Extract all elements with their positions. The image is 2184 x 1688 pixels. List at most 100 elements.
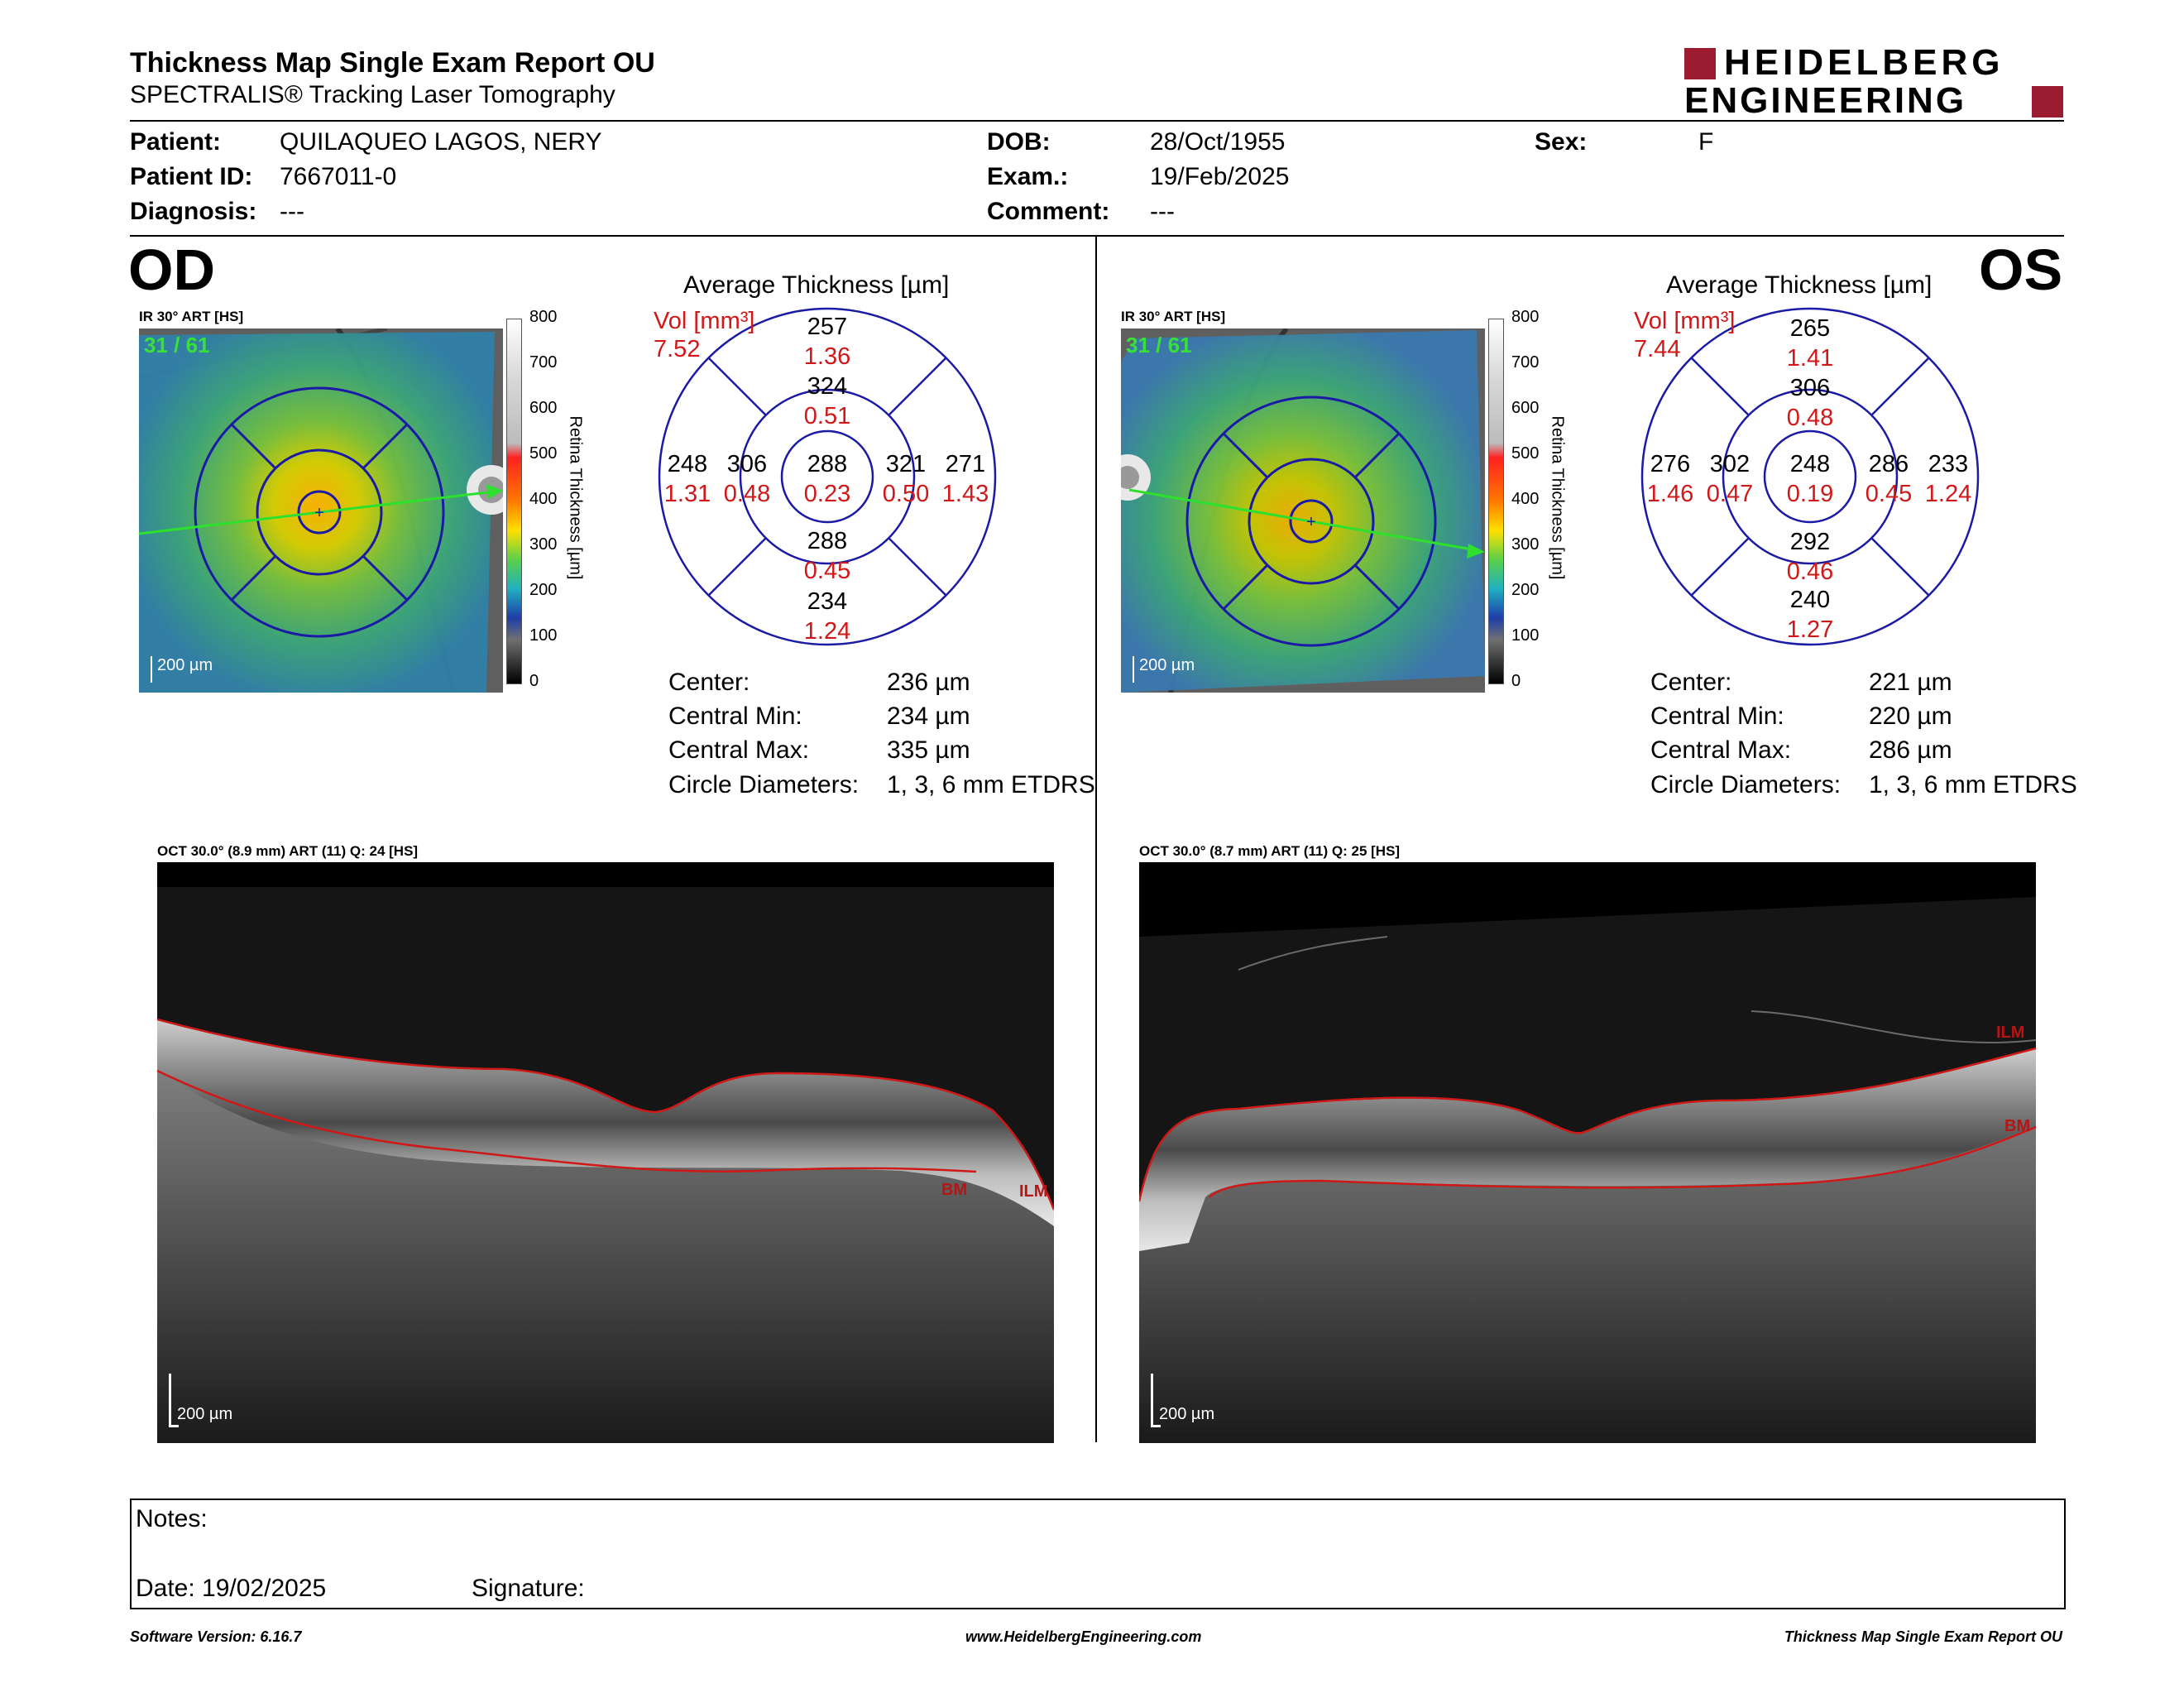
od-oct-scale-label: 200 µm xyxy=(177,1405,233,1423)
patient-id-label: Patient ID: xyxy=(130,163,253,190)
od-sector-thickness: 288 xyxy=(807,451,848,477)
os-sector-thickness: 302 xyxy=(1709,451,1751,477)
date-label: Date: 19/02/2025 xyxy=(136,1575,327,1602)
os-sector-volume: 0.46 xyxy=(1786,559,1834,585)
os-oct-scan: ILM BM 200 µm xyxy=(1139,862,2036,1443)
od-sector-inner-left: 306 0.48 xyxy=(718,449,776,509)
od-min-value: 234 µm xyxy=(887,703,970,730)
os-min-label: Central Min: xyxy=(1650,703,1784,730)
od-sector-outer-left: 248 1.31 xyxy=(659,449,716,509)
report-title: Thickness Map Single Exam Report OU xyxy=(130,47,655,79)
os-sector-thickness: 292 xyxy=(1789,529,1831,555)
od-tick: 600 xyxy=(529,399,558,417)
os-sector-outer-right: 233 1.24 xyxy=(1919,449,1977,509)
dob-label: DOB: xyxy=(987,128,1051,156)
os-oct-label: OCT 30.0° (8.7 mm) ART (11) Q: 25 [HS] xyxy=(1139,843,1401,859)
os-tick: 800 xyxy=(1511,308,1540,326)
os-center-value: 221 µm xyxy=(1869,669,1952,696)
patient-id: 7667011-0 xyxy=(280,163,397,190)
od-thickness-map: + 31 / 61 200 µm xyxy=(139,328,503,693)
exam-label: Exam.: xyxy=(987,163,1069,190)
od-avg-title: Average Thickness [µm] xyxy=(683,271,950,299)
header-divider xyxy=(130,120,2064,122)
os-sector-outer-inf: 240 1.27 xyxy=(1777,585,1843,645)
svg-text:+: + xyxy=(314,504,324,522)
od-sector-thickness: 234 xyxy=(807,588,848,615)
od-vol-label: Vol [mm³] xyxy=(654,308,755,334)
footer-report-name: Thickness Map Single Exam Report OU xyxy=(1784,1628,2062,1645)
os-sector-volume: 1.27 xyxy=(1786,616,1834,643)
od-etdrs-grid xyxy=(658,307,997,646)
od-sector-volume: 0.23 xyxy=(803,481,851,507)
od-diam-label: Circle Diameters: xyxy=(668,771,860,798)
os-sector-thickness: 240 xyxy=(1789,587,1831,613)
od-sector-outer-right: 271 1.43 xyxy=(936,449,994,509)
od-oct-scan: BM ILM 200 µm xyxy=(157,862,1054,1443)
logo-square-top xyxy=(1684,48,1716,79)
os-colorbar-ticks: 800 700 600 500 400 300 200 100 0 xyxy=(1511,308,1545,697)
os-colorbar xyxy=(1488,319,1504,684)
od-scale-label: 200 µm xyxy=(157,656,213,674)
patient-name: QUILAQUEO LAGOS, NERY xyxy=(280,128,602,156)
dob-value: 28/Oct/1955 xyxy=(1150,128,1286,156)
os-diam-label: Circle Diameters: xyxy=(1650,771,1842,798)
od-scale-bar xyxy=(151,656,152,683)
notes-box[interactable]: Notes: Date: 19/02/2025 Signature: xyxy=(130,1499,2066,1609)
od-tick: 0 xyxy=(529,672,539,690)
od-sector-thickness: 257 xyxy=(807,314,848,340)
od-sector-thickness: 248 xyxy=(667,451,708,477)
os-sector-inner-sup: 306 0.48 xyxy=(1777,373,1843,433)
od-center-label: Center: xyxy=(668,669,750,696)
logo-line-1: HEIDELBERG xyxy=(1724,42,2004,83)
od-sector-inner-right: 321 0.50 xyxy=(877,449,935,509)
os-thickness-map: + 31 / 61 200 µm xyxy=(1121,328,1485,693)
diagnosis-label: Diagnosis: xyxy=(130,198,257,225)
od-ilm-label: ILM xyxy=(1019,1182,1048,1201)
patient-divider xyxy=(130,235,2064,237)
os-max-value: 286 µm xyxy=(1869,736,1952,764)
os-oct-scale-bar xyxy=(1151,1374,1153,1427)
os-sector-volume: 1.46 xyxy=(1646,481,1694,507)
od-sector-outer-sup: 257 1.36 xyxy=(794,312,860,372)
od-vol-value: 7.52 xyxy=(654,336,701,362)
os-tick: 500 xyxy=(1511,444,1540,463)
od-sector-thickness: 306 xyxy=(726,451,768,477)
logo-square-bottom xyxy=(2032,86,2063,117)
os-oct-scale-foot xyxy=(1151,1425,1161,1427)
od-sector-volume: 0.48 xyxy=(723,481,771,507)
od-eye-label: OD xyxy=(128,237,215,302)
exam-value: 19/Feb/2025 xyxy=(1150,163,1290,190)
od-tick: 700 xyxy=(529,353,558,372)
footer-website-link[interactable]: www.HeidelbergEngineering.com xyxy=(965,1628,1202,1645)
os-sector-thickness: 286 xyxy=(1868,451,1909,477)
os-tick: 700 xyxy=(1511,353,1540,372)
os-tick: 600 xyxy=(1511,399,1540,417)
patient-label: Patient: xyxy=(130,128,222,156)
od-sector-volume: 1.36 xyxy=(803,343,851,370)
os-sector-center: 248 0.19 xyxy=(1777,449,1843,509)
os-tick: 200 xyxy=(1511,581,1540,599)
od-sector-inner-sup: 324 0.51 xyxy=(794,372,860,431)
sex-label: Sex: xyxy=(1535,128,1588,156)
os-min-value: 220 µm xyxy=(1869,703,1952,730)
od-tick: 500 xyxy=(529,444,558,463)
os-etdrs-grid xyxy=(1640,307,1980,646)
od-frame-count: 31 / 61 xyxy=(144,333,210,357)
od-tick: 300 xyxy=(529,535,558,554)
os-ilm-label: ILM xyxy=(1996,1024,2025,1042)
heidelberg-logo: HEIDELBERG ENGINEERING xyxy=(1684,42,2065,121)
os-sector-inner-inf: 292 0.46 xyxy=(1777,527,1843,587)
od-sector-volume: 1.24 xyxy=(803,618,851,645)
os-sector-thickness: 306 xyxy=(1789,375,1831,401)
od-tick: 100 xyxy=(529,626,558,645)
signature-label: Signature: xyxy=(472,1575,585,1602)
comment-value: --- xyxy=(1150,198,1175,225)
od-sector-center: 288 0.23 xyxy=(794,449,860,509)
center-divider xyxy=(1095,237,1097,1442)
od-tick: 800 xyxy=(529,308,558,326)
os-tick: 400 xyxy=(1511,490,1540,508)
os-center-label: Center: xyxy=(1650,669,1732,696)
os-ir-label: IR 30° ART [HS] xyxy=(1121,309,1226,324)
os-sector-inner-right: 286 0.45 xyxy=(1860,449,1918,509)
os-sector-thickness: 276 xyxy=(1650,451,1691,477)
